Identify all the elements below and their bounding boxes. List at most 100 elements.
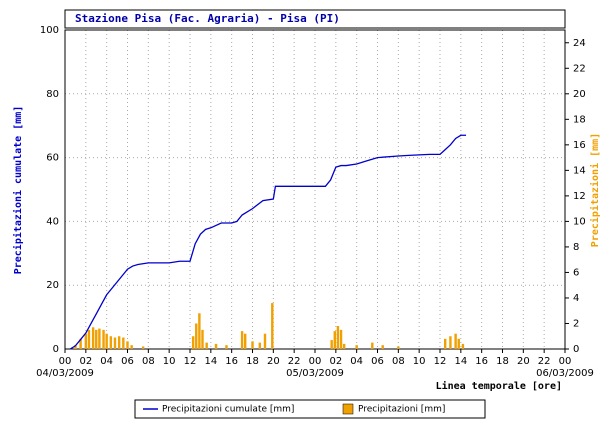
- x-tick-label: 02: [79, 356, 92, 367]
- bar: [333, 331, 336, 349]
- y2-tick-label: 8: [573, 242, 579, 253]
- bar: [258, 342, 261, 349]
- x-tick-label: 16: [225, 356, 238, 367]
- x-tick-label: 08: [142, 356, 155, 367]
- y2-tick-label: 22: [573, 63, 586, 74]
- x-tick-label: 10: [413, 356, 426, 367]
- bar: [117, 336, 121, 349]
- y2-tick-label: 14: [573, 165, 586, 176]
- bar: [122, 337, 125, 349]
- y2-tick-label: 20: [573, 89, 586, 100]
- x-tick-label: 16: [475, 356, 488, 367]
- x-tick-label: 06: [371, 356, 384, 367]
- y2-tick-label: 2: [573, 318, 579, 329]
- y-tick-label: 60: [46, 153, 59, 164]
- y-axis-label: Precipitazioni cumulate [mm]: [12, 106, 24, 275]
- x-tick-label: 14: [454, 356, 467, 367]
- date-label: 05/03/2009: [286, 368, 344, 379]
- y2-tick-label: 10: [573, 216, 586, 227]
- bar: [195, 323, 198, 349]
- x-tick-label: 06: [121, 356, 134, 367]
- bar: [461, 343, 465, 349]
- bar: [87, 329, 91, 349]
- x-tick-label: 22: [288, 356, 301, 367]
- x-tick-label: 14: [204, 356, 217, 367]
- bar: [95, 329, 98, 349]
- bar: [191, 336, 195, 349]
- bar: [98, 328, 101, 349]
- x-tick-label: 12: [184, 356, 197, 367]
- x-tick-label: 10: [163, 356, 176, 367]
- x-axis-label: Linea temporale [ore]: [436, 380, 562, 392]
- x-tick-label: 20: [267, 356, 280, 367]
- y2-tick-label: 12: [573, 191, 586, 202]
- bar: [198, 313, 201, 349]
- y-tick-label: 0: [53, 344, 59, 355]
- bar: [336, 326, 340, 349]
- bar: [84, 333, 88, 349]
- bar: [109, 336, 113, 349]
- y-tick-label: 80: [46, 89, 59, 100]
- x-tick-label: 20: [517, 356, 530, 367]
- x-tick-label: 18: [246, 356, 259, 367]
- date-label: 06/03/2009: [536, 368, 594, 379]
- bar: [457, 338, 460, 349]
- bar: [339, 329, 343, 349]
- bar: [141, 346, 145, 349]
- bar: [225, 345, 228, 349]
- bar: [102, 329, 105, 349]
- y2-tick-label: 18: [573, 114, 586, 125]
- bar: [271, 303, 274, 349]
- y-tick-label: 40: [46, 216, 59, 227]
- plot-frame: [64, 29, 566, 350]
- legend-swatch: [342, 403, 354, 415]
- legend-label: Precipitazioni [mm]: [358, 405, 445, 415]
- y2-tick-label: 0: [573, 344, 579, 355]
- date-label: 04/03/2009: [36, 368, 94, 379]
- x-tick-label: 18: [496, 356, 509, 367]
- bar: [79, 338, 82, 349]
- y-tick-label: 20: [46, 280, 59, 291]
- y2-tick-label: 4: [573, 293, 579, 304]
- x-tick-label: 00: [309, 356, 322, 367]
- bar: [330, 340, 333, 349]
- y2-tick-label: 6: [573, 267, 579, 278]
- bar: [91, 327, 95, 349]
- x-tick-label: 04: [350, 356, 363, 367]
- x-tick-label: 08: [392, 356, 405, 367]
- x-tick-label: 12: [434, 356, 447, 367]
- y2-tick-label: 24: [573, 38, 586, 49]
- bar: [397, 346, 400, 349]
- title-box: [64, 9, 566, 29]
- bar: [342, 343, 346, 349]
- bar: [205, 342, 208, 349]
- chart-title: Stazione Pisa (Fac. Agraria) - Pisa (PI): [75, 12, 340, 25]
- bar: [263, 333, 267, 349]
- x-tick-label: 02: [329, 356, 342, 367]
- y-tick-label: 100: [40, 25, 59, 36]
- bar: [444, 338, 447, 349]
- bar: [214, 343, 218, 349]
- bar: [381, 345, 384, 349]
- bar: [251, 341, 254, 349]
- bar: [355, 345, 358, 349]
- bar: [113, 337, 117, 349]
- bar: [454, 333, 457, 349]
- cumulative-line: [69, 134, 467, 350]
- bar: [105, 333, 108, 349]
- bar: [371, 342, 374, 349]
- bar: [74, 345, 77, 349]
- x-tick-label: 00: [559, 356, 572, 367]
- bar: [449, 336, 452, 349]
- y2-tick-label: 16: [573, 140, 586, 151]
- x-tick-label: 04: [100, 356, 113, 367]
- bar: [240, 331, 244, 349]
- bar: [244, 333, 247, 349]
- x-tick-label: 00: [59, 356, 72, 367]
- y2-axis-label: Precipitazioni [mm]: [589, 133, 601, 247]
- legend-box: [134, 399, 486, 419]
- x-tick-label: 22: [538, 356, 551, 367]
- bar: [126, 341, 129, 349]
- legend-label: Precipitazioni cumulate [mm]: [162, 405, 294, 415]
